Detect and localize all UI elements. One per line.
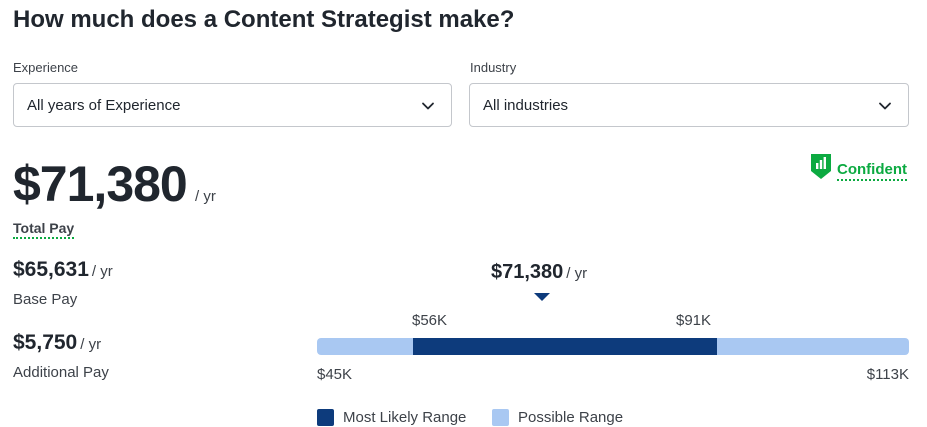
additional-pay-amount: $5,750/ yr [13,331,101,355]
pay-range-bar [317,338,909,355]
additional-pay-unit: / yr [80,336,102,353]
base-pay-amount: $65,631/ yr [13,258,113,282]
industry-select-value: All industries [483,97,569,114]
likely-min-label: $56K [412,312,448,329]
median-marker [534,293,550,301]
legend-likely-swatch [317,409,334,426]
total-pay-amount: $71,380 [13,156,188,212]
chevron-down-icon [879,102,891,110]
median-pay-label: $71,380/ yr [491,261,587,284]
industry-select[interactable]: All industries [469,83,909,127]
legend-possible-label: Possible Range [518,409,624,426]
experience-select[interactable]: All years of Experience [13,83,452,127]
confidence-label: Confident [837,161,907,181]
total-pay-unit: / yr [195,188,216,205]
likely-range-bar [412,338,718,355]
median-pay-unit: / yr [566,265,588,282]
base-pay-value: $65,631 [13,258,89,281]
legend-likely-label: Most Likely Range [343,409,467,426]
experience-label: Experience [13,60,79,75]
legend-possible: Possible Range [492,407,632,427]
additional-pay-value: $5,750 [13,331,78,354]
shield-chart-icon [811,154,831,179]
median-pay-value: $71,380 [491,261,564,283]
possible-max-label: $113K [866,366,909,383]
legend-possible-swatch [492,409,509,426]
possible-min-label: $45K [317,366,353,383]
total-pay-label[interactable]: Total Pay [13,220,75,239]
confidence-badge[interactable]: Confident [810,153,917,185]
experience-select-value: All years of Experience [27,97,181,114]
additional-pay-label: Additional Pay [13,364,109,381]
likely-max-label: $91K [676,312,712,329]
chevron-down-icon [422,102,434,110]
base-pay-label: Base Pay [13,291,78,308]
page-title: How much does a Content Strategist make? [13,6,515,33]
base-pay-unit: / yr [91,263,113,280]
industry-label: Industry [470,60,517,75]
legend-likely: Most Likely Range [317,407,477,427]
